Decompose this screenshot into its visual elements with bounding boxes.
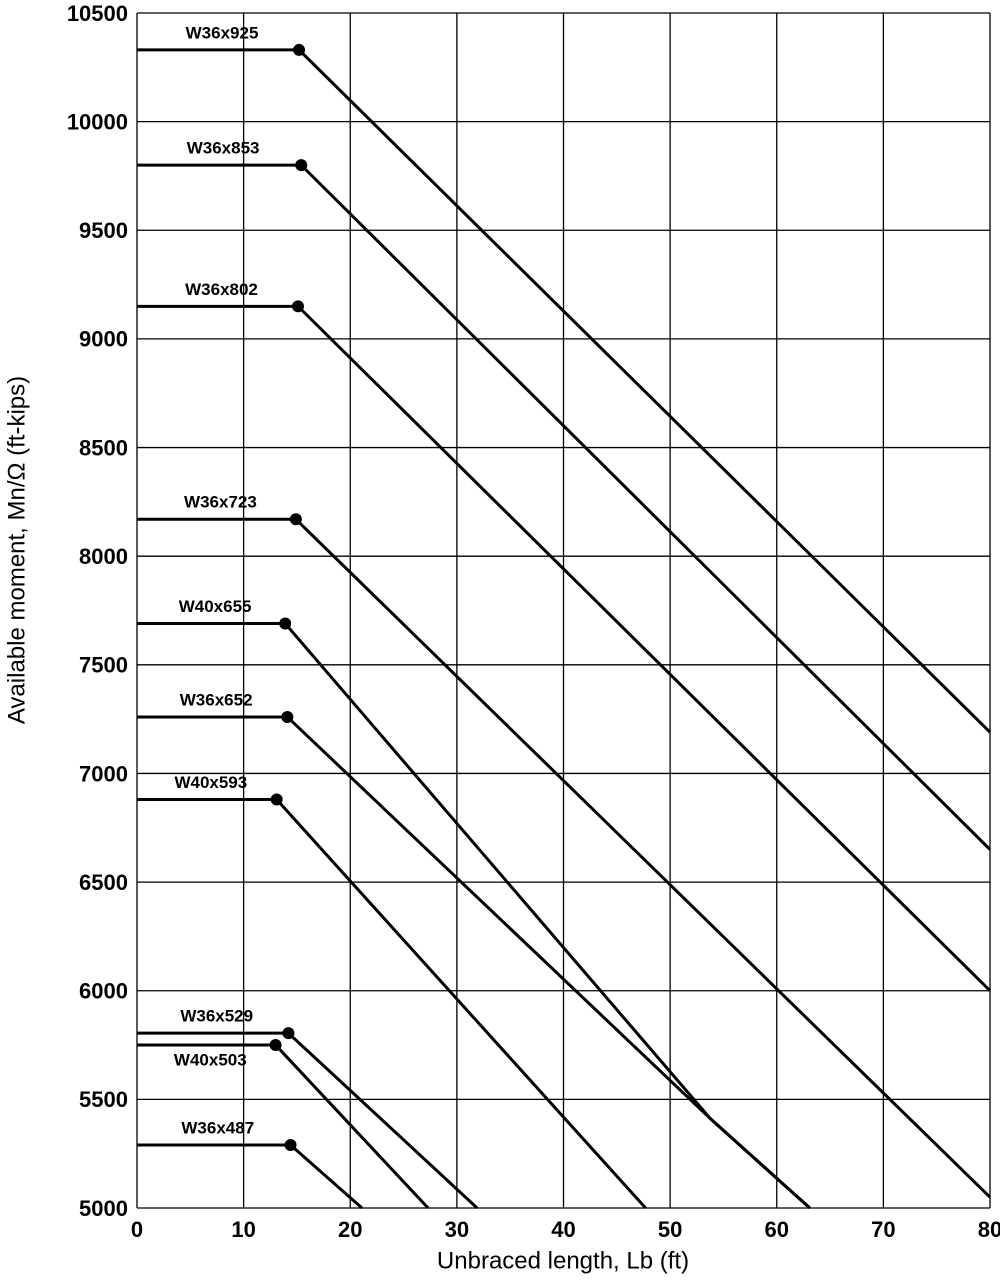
y-tick-label: 8000 xyxy=(79,544,128,569)
x-tick-label: 80 xyxy=(978,1217,1000,1242)
series-label: W36x529 xyxy=(180,1007,253,1026)
series-label: W36x853 xyxy=(187,139,260,158)
series-line xyxy=(137,715,811,1210)
x-tick-label: 70 xyxy=(871,1217,895,1242)
point-marker xyxy=(281,710,294,723)
series-label: W40x655 xyxy=(179,597,252,616)
point-marker xyxy=(289,513,302,526)
point-marker xyxy=(292,300,305,313)
point-marker xyxy=(279,617,292,630)
y-tick-label: 8500 xyxy=(79,435,128,460)
point-marker xyxy=(270,793,283,806)
x-tick-label: 40 xyxy=(551,1217,575,1242)
y-tick-label: 7500 xyxy=(79,653,128,678)
y-tick-label: 9500 xyxy=(79,218,128,243)
point-marker xyxy=(282,1027,295,1040)
y-tick-label: 5000 xyxy=(79,1196,128,1221)
x-axis-label: Unbraced length, Lb (ft) xyxy=(437,1247,689,1274)
point-marker xyxy=(293,43,306,56)
series-label: W36x925 xyxy=(186,23,259,42)
y-tick-label: 7000 xyxy=(79,761,128,786)
series-line xyxy=(137,798,647,1210)
y-tick-label: 9000 xyxy=(79,327,128,352)
point-marker xyxy=(284,1138,297,1151)
series-label: W36x723 xyxy=(184,493,257,512)
point-marker xyxy=(295,159,308,172)
series-label: W40x503 xyxy=(174,1051,247,1070)
series-label: W36x652 xyxy=(180,690,253,709)
y-tick-label: 10500 xyxy=(67,1,128,26)
x-tick-label: 30 xyxy=(445,1217,469,1242)
y-tick-label: 10000 xyxy=(67,109,128,134)
x-tick-label: 10 xyxy=(231,1217,255,1242)
series-label: W40x593 xyxy=(174,773,247,792)
series-label: W36x487 xyxy=(181,1118,254,1137)
x-tick-label: 50 xyxy=(658,1217,682,1242)
point-marker xyxy=(269,1039,282,1052)
x-tick-label: 60 xyxy=(765,1217,789,1242)
series-line xyxy=(137,1143,363,1210)
y-tick-label: 6500 xyxy=(79,870,128,895)
series-label: W36x802 xyxy=(185,280,258,299)
x-tick-label: 0 xyxy=(131,1217,143,1242)
y-tick-label: 5500 xyxy=(79,1087,128,1112)
y-tick-label: 6000 xyxy=(79,979,128,1004)
y-axis-label: Available moment, Mn/Ω (ft-kips) xyxy=(3,376,30,724)
x-tick-label: 20 xyxy=(338,1217,362,1242)
